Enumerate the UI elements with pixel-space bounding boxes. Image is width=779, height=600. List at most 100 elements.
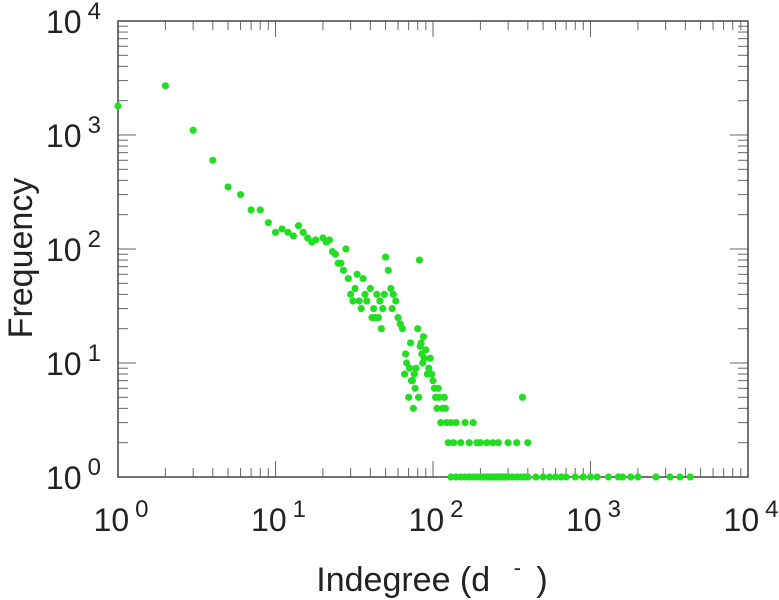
data-point — [551, 473, 560, 481]
data-point — [351, 284, 359, 293]
data-point — [441, 404, 450, 412]
data-point — [405, 364, 414, 372]
data-point — [247, 206, 255, 214]
data-point — [524, 473, 532, 481]
data-point — [406, 339, 415, 347]
data-point — [562, 473, 570, 481]
data-point — [400, 370, 409, 378]
data-point — [403, 359, 411, 367]
data-point — [415, 256, 424, 264]
data-point — [634, 473, 642, 481]
data-point — [339, 266, 348, 274]
data-point — [264, 219, 272, 227]
data-point — [224, 183, 232, 191]
y-tick-label-base: 10 — [46, 460, 82, 496]
data-point — [469, 419, 477, 427]
data-point — [452, 419, 460, 427]
y-tick-label-exponent: 1 — [88, 340, 101, 367]
data-point — [489, 439, 497, 447]
data-point — [457, 439, 465, 447]
data-point — [440, 393, 448, 401]
data-point — [465, 439, 473, 447]
data-point — [381, 253, 390, 261]
data-point — [380, 290, 388, 298]
x-tick-label-base: 10 — [566, 502, 602, 538]
data-point — [373, 290, 381, 298]
y-tick-label: 10 4 — [46, 0, 101, 40]
data-point — [422, 346, 430, 354]
y-tick-label-exponent: 2 — [88, 226, 101, 253]
data-point — [363, 297, 371, 305]
x-tick-label: 10 0 — [94, 496, 149, 538]
data-point — [524, 439, 532, 447]
data-point — [376, 297, 384, 305]
axis-ticks — [117, 20, 749, 478]
data-point — [425, 364, 433, 372]
data-point — [299, 228, 307, 236]
data-point — [256, 206, 264, 214]
data-point — [344, 274, 352, 283]
data-point — [557, 473, 565, 481]
y-tick-label-exponent: 4 — [88, 0, 101, 25]
data-point — [412, 364, 420, 372]
data-point — [359, 274, 367, 283]
data-point — [294, 222, 303, 230]
x-tick-label-exponent: 1 — [293, 496, 306, 523]
data-point — [410, 370, 418, 378]
data-point — [366, 284, 374, 293]
data-point — [353, 270, 361, 278]
data-point — [347, 290, 355, 298]
data-point — [337, 259, 345, 267]
data-point — [325, 236, 334, 244]
data-point — [532, 473, 540, 481]
data-point — [518, 393, 527, 401]
data-point — [504, 439, 512, 447]
data-point — [411, 384, 419, 392]
data-point — [447, 473, 455, 481]
data-point — [355, 297, 363, 305]
data-point — [387, 284, 395, 293]
data-point — [686, 473, 694, 481]
x-tick-label-exponent: 4 — [765, 496, 778, 523]
data-point — [271, 228, 280, 236]
data-point — [388, 305, 396, 313]
y-tick-label-exponent: 3 — [88, 112, 101, 139]
data-point — [619, 473, 627, 481]
data-point — [571, 473, 579, 481]
data-point — [476, 439, 485, 447]
data-point — [398, 325, 407, 333]
data-point — [434, 384, 442, 392]
x-tick-label-base: 10 — [724, 502, 760, 538]
data-point — [392, 297, 400, 305]
y-axis-title: Frequency — [2, 178, 40, 339]
data-point — [374, 314, 382, 322]
data-point — [370, 305, 378, 313]
x-tick-label-base: 10 — [409, 502, 445, 538]
x-axis-title-mark: - — [514, 555, 521, 580]
data-point — [449, 439, 458, 447]
data-point — [666, 473, 674, 481]
y-tick-label: 10 1 — [46, 340, 101, 382]
data-point — [419, 333, 428, 341]
data-point — [593, 473, 601, 481]
y-tick-label-base: 10 — [46, 232, 82, 268]
data-point — [414, 325, 422, 333]
y-tick-label: 10 2 — [46, 226, 101, 268]
data-point — [357, 305, 365, 313]
data-point — [433, 404, 441, 412]
data-point — [377, 325, 385, 333]
data-point — [342, 245, 350, 253]
data-point — [539, 473, 547, 481]
x-axis-title: Indegree (d - ) — [316, 545, 547, 599]
data-point — [447, 419, 455, 427]
y-tick-label: 10 3 — [46, 112, 101, 154]
data-point — [420, 354, 428, 362]
data-point — [161, 82, 170, 90]
data-point — [236, 191, 245, 199]
y-tick-label-base: 10 — [46, 4, 82, 40]
x-axis-title-main: Indegree (d — [316, 561, 490, 599]
y-tick-label: 10 0 — [46, 454, 101, 496]
x-tick-label-base: 10 — [94, 502, 130, 538]
data-point — [409, 404, 417, 412]
data-point — [284, 228, 292, 236]
